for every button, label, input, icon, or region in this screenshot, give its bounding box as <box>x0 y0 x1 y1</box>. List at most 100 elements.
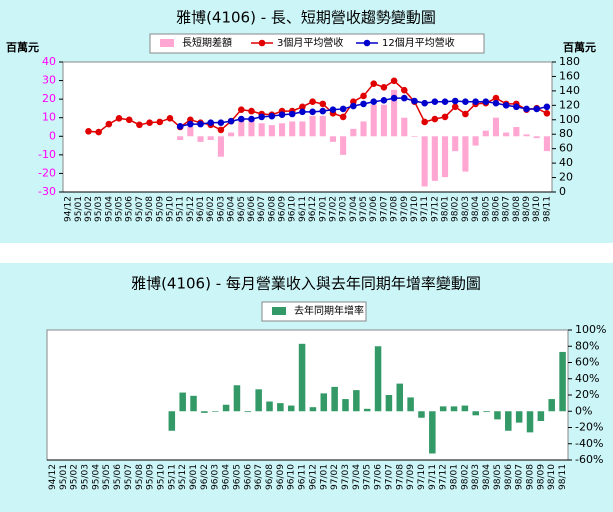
x-tick-label: 98/03 <box>471 464 481 490</box>
point <box>492 99 500 107</box>
x-tick-label: 97/10 <box>410 196 420 222</box>
point <box>248 115 255 123</box>
bar <box>187 127 194 137</box>
point <box>482 98 490 106</box>
x-tick-label: 95/09 <box>146 464 156 490</box>
x-tick-label: 96/03 <box>216 196 226 222</box>
point <box>400 94 408 102</box>
bar <box>278 123 286 137</box>
bar <box>543 136 550 152</box>
plot-area <box>62 61 553 193</box>
x-tick-label: 98/02 <box>451 196 461 222</box>
bar <box>363 408 371 412</box>
point <box>380 83 388 91</box>
point <box>421 99 428 107</box>
bar <box>391 89 398 137</box>
point <box>523 105 530 113</box>
x-tick-label: 97/09 <box>406 464 416 490</box>
x-tick-label: 95/01 <box>74 196 84 222</box>
bar <box>380 104 387 137</box>
x-tick-label: 95/06 <box>125 196 135 222</box>
y2-tick-label: -60% <box>575 453 603 466</box>
bar <box>190 395 197 412</box>
point <box>339 113 347 121</box>
bar <box>309 407 317 412</box>
y2-tick-label: 180 <box>559 55 580 68</box>
point <box>248 107 255 115</box>
y2-tick-label: 0% <box>575 404 592 417</box>
x-tick-label: 96/09 <box>276 464 286 490</box>
x-tick-label: 98/06 <box>491 196 501 222</box>
bar <box>298 343 306 412</box>
chart-title: 雅博(4106) - 長、短期營收趨勢變動圖 <box>176 9 436 27</box>
bar <box>411 136 418 137</box>
x-tick-label: 97/11 <box>420 196 430 222</box>
point <box>451 97 459 105</box>
y-tick-label: 10 <box>42 111 56 124</box>
point <box>115 115 123 122</box>
point <box>533 105 541 113</box>
x-tick-label: 97/03 <box>339 196 349 222</box>
bar <box>533 136 540 139</box>
legend-swatch <box>272 307 286 315</box>
x-tick-label: 98/02 <box>460 464 470 490</box>
point <box>380 96 388 104</box>
bar <box>266 401 273 412</box>
x-tick-label: 98/10 <box>532 196 542 222</box>
x-tick-label: 98/04 <box>482 464 492 490</box>
legend-label: 12個月平均營收 <box>382 36 455 49</box>
x-tick-label: 96/12 <box>308 464 318 490</box>
x-tick-label: 96/08 <box>265 464 275 490</box>
bar <box>503 132 510 137</box>
x-tick-label: 97/07 <box>384 464 394 490</box>
point <box>299 108 306 116</box>
point <box>492 94 500 102</box>
legend-label: 長短期差額 <box>182 36 232 49</box>
x-tick-label: 97/01 <box>319 464 329 490</box>
bar <box>526 411 534 433</box>
x-tick-label: 97/12 <box>430 196 440 222</box>
chart-title: 雅博(4106) - 每月營業收入與去年同期年增率變動圖 <box>131 275 481 293</box>
x-tick-label: 96/01 <box>189 464 199 490</box>
x-tick-label: 95/11 <box>176 196 186 222</box>
bar <box>537 411 545 421</box>
bar <box>319 115 326 137</box>
x-tick-label: 98/06 <box>504 464 514 490</box>
x-tick-label: 98/07 <box>515 464 525 490</box>
x-tick-label: 97/08 <box>395 464 405 490</box>
bar <box>233 385 241 412</box>
y2-tick-label: 140 <box>559 84 580 97</box>
bar <box>407 397 414 412</box>
point <box>268 112 276 120</box>
bar <box>222 404 230 412</box>
x-tick-label: 96/10 <box>287 464 297 490</box>
x-tick-label: 97/03 <box>341 464 351 490</box>
y2-tick-label: 0 <box>559 185 566 198</box>
y2-tick-label: 100% <box>575 323 606 336</box>
point <box>411 97 418 105</box>
bar <box>483 411 490 413</box>
legend-swatch <box>363 39 371 47</box>
x-tick-label: 95/07 <box>135 196 145 222</box>
bar <box>513 127 520 137</box>
point <box>299 103 306 111</box>
x-tick-label: 97/06 <box>374 464 384 490</box>
x-tick-label: 96/06 <box>247 196 257 222</box>
x-tick-label: 95/06 <box>113 464 123 490</box>
point <box>339 105 347 113</box>
x-tick-label: 96/02 <box>200 464 210 490</box>
point <box>441 113 449 121</box>
bar <box>418 411 425 418</box>
x-tick-label: 97/10 <box>417 464 427 490</box>
bar <box>168 411 176 431</box>
x-tick-label: 97/12 <box>439 464 449 490</box>
x-tick-label: 96/12 <box>308 196 318 222</box>
point <box>462 110 469 118</box>
x-tick-label: 98/09 <box>522 196 532 222</box>
x-tick-label: 95/09 <box>155 196 165 222</box>
x-tick-label: 96/11 <box>298 464 308 490</box>
y2-tick-label: 40 <box>559 156 573 169</box>
bar <box>258 123 265 137</box>
bar <box>482 130 489 137</box>
y2-axis-label: 百萬元 <box>563 40 596 54</box>
